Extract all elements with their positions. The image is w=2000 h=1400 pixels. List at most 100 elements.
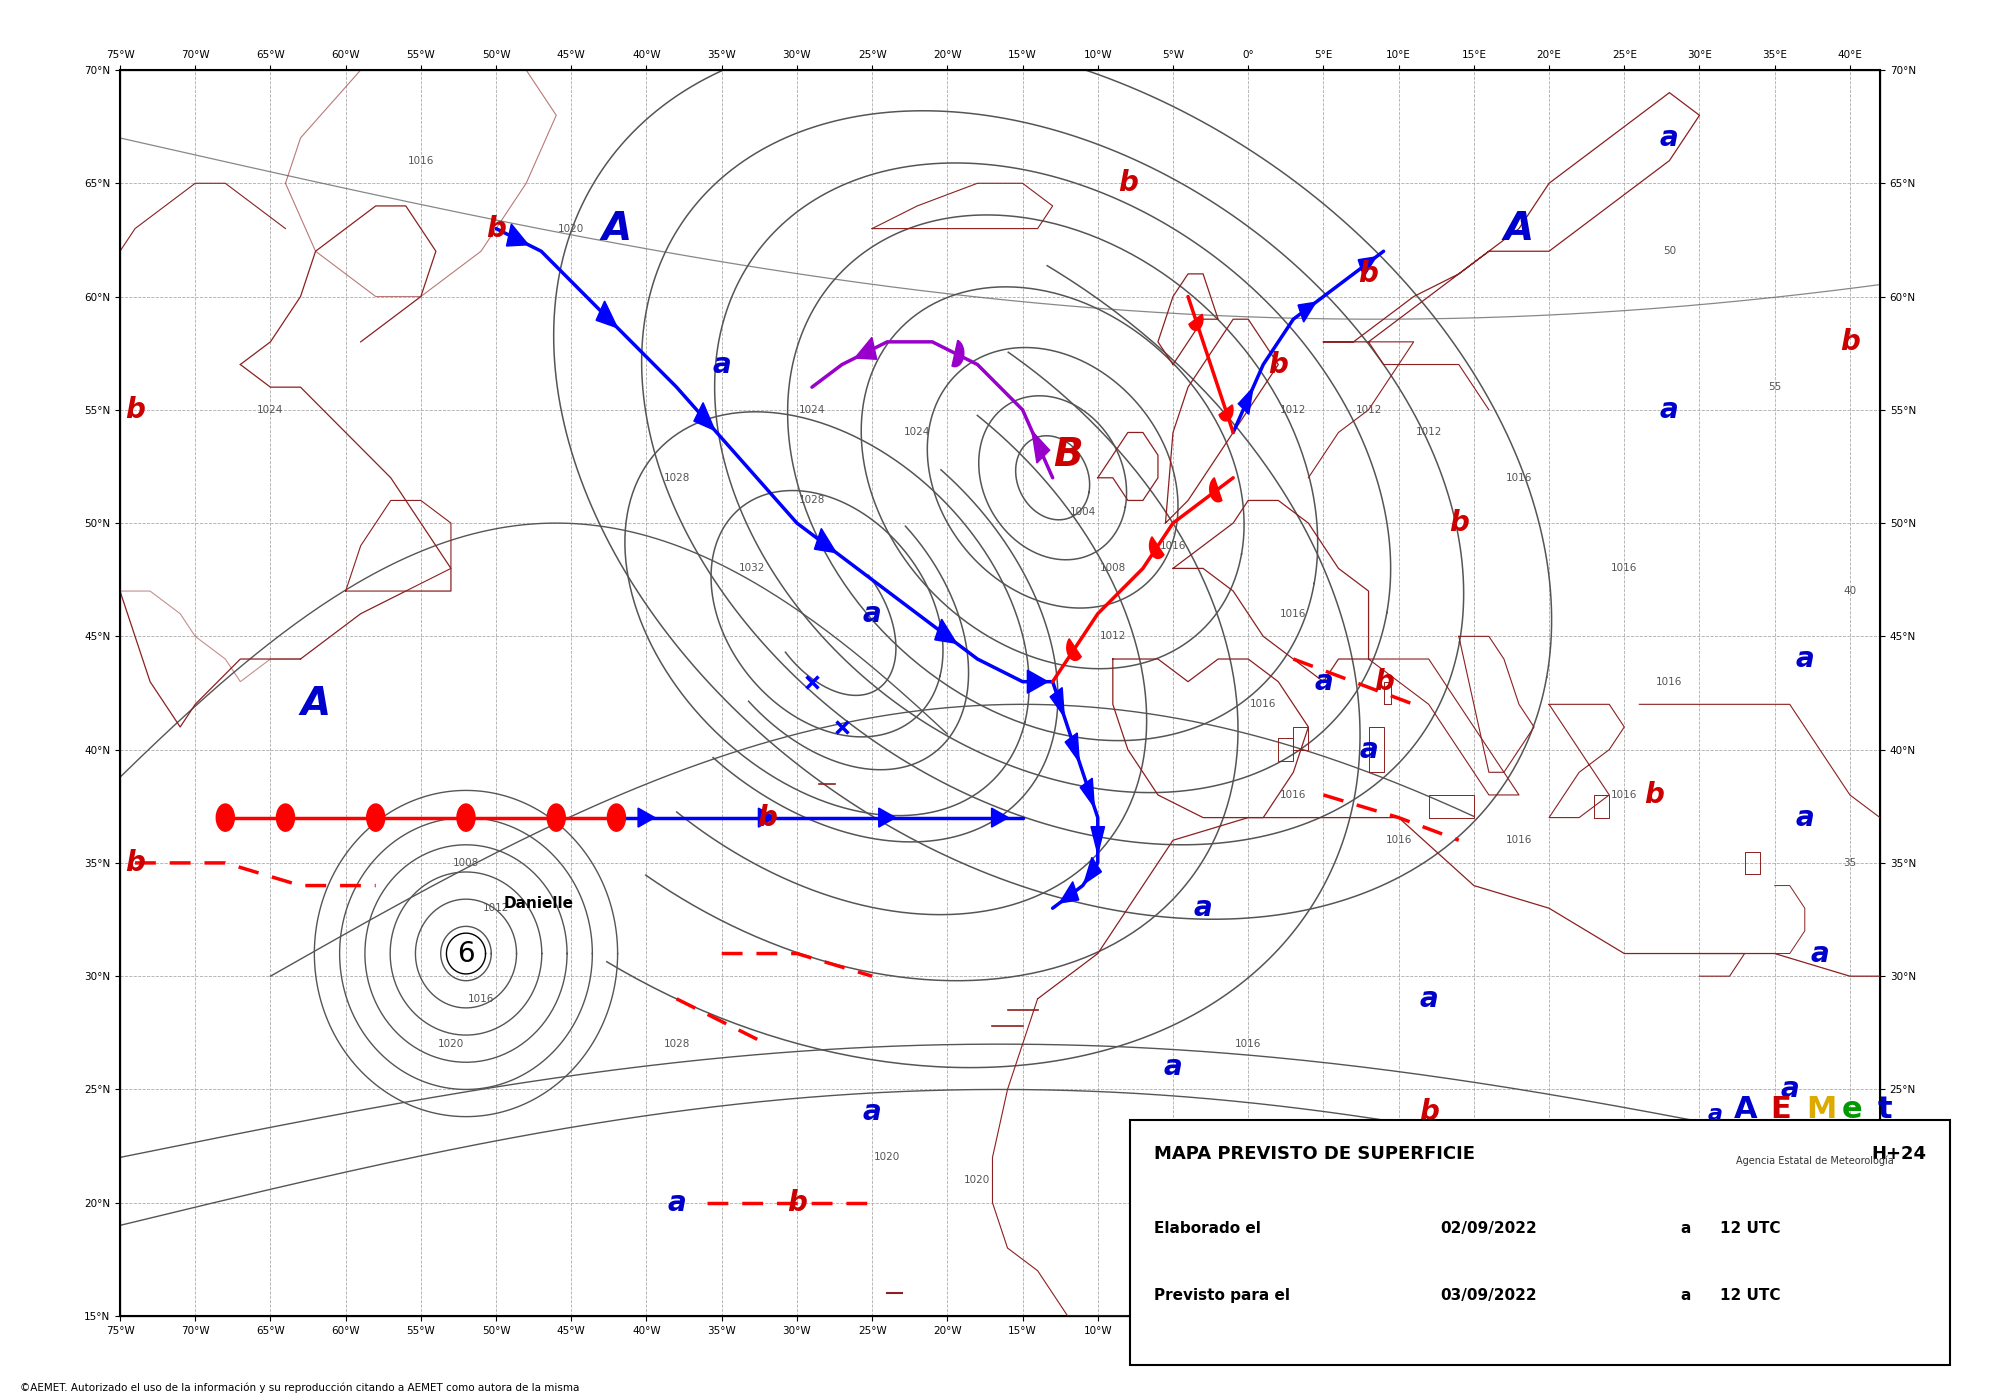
Text: 1016: 1016 — [408, 155, 434, 165]
Text: b: b — [1118, 169, 1138, 197]
Text: 1016: 1016 — [1236, 1039, 1262, 1049]
Text: 1024: 1024 — [904, 427, 930, 437]
Polygon shape — [878, 808, 896, 827]
Circle shape — [456, 804, 476, 832]
Text: b: b — [486, 214, 506, 242]
Text: a: a — [1796, 804, 1814, 832]
Text: 35: 35 — [1844, 858, 1856, 868]
Text: t: t — [1878, 1095, 1892, 1124]
Text: b: b — [1448, 510, 1468, 538]
Text: 1012: 1012 — [1280, 405, 1306, 414]
Text: 1028: 1028 — [664, 1039, 690, 1049]
Polygon shape — [992, 808, 1008, 827]
Polygon shape — [1080, 778, 1094, 808]
Text: H+24: H+24 — [1870, 1145, 1926, 1163]
Text: a: a — [1708, 1105, 1724, 1124]
Circle shape — [216, 804, 234, 832]
Text: MAPA PREVISTO DE SUPERFICIE: MAPA PREVISTO DE SUPERFICIE — [1154, 1145, 1476, 1163]
Text: 1012: 1012 — [1356, 405, 1382, 414]
Text: 50: 50 — [1662, 246, 1676, 256]
Text: a: a — [1810, 939, 1830, 967]
Text: 1028: 1028 — [798, 496, 826, 505]
Polygon shape — [1210, 477, 1222, 501]
Text: a: a — [1660, 125, 1678, 153]
Text: b: b — [1374, 668, 1394, 696]
Text: b: b — [786, 1189, 806, 1217]
Text: A: A — [602, 210, 632, 248]
Text: a: a — [1796, 645, 1814, 673]
Polygon shape — [1188, 314, 1202, 330]
Text: b: b — [1388, 1189, 1408, 1217]
Text: 1016: 1016 — [1280, 609, 1306, 619]
Text: a: a — [1314, 668, 1332, 696]
Text: b: b — [126, 396, 144, 424]
Polygon shape — [1238, 388, 1252, 414]
Circle shape — [548, 804, 566, 832]
Circle shape — [276, 804, 294, 832]
Text: a: a — [862, 1098, 882, 1126]
Text: a: a — [1680, 1221, 1690, 1236]
Polygon shape — [1084, 857, 1102, 883]
Text: a: a — [712, 350, 732, 378]
Text: 1016: 1016 — [1280, 790, 1306, 799]
Polygon shape — [506, 224, 528, 246]
Text: 1016: 1016 — [1386, 836, 1412, 846]
Text: 1020: 1020 — [558, 224, 584, 234]
Text: 12 UTC: 12 UTC — [1720, 1288, 1780, 1303]
Text: A: A — [1504, 210, 1534, 248]
Text: 1032: 1032 — [738, 563, 764, 574]
Polygon shape — [1032, 431, 1050, 463]
Text: b: b — [126, 848, 144, 876]
Text: ©AEMET. Autorizado el uso de la información y su reproducción citando a AEMET co: ©AEMET. Autorizado el uso de la informac… — [20, 1383, 580, 1393]
Polygon shape — [1066, 638, 1082, 661]
Text: Danielle: Danielle — [504, 896, 574, 911]
Text: a: a — [668, 1189, 686, 1217]
Text: b: b — [756, 804, 776, 832]
Text: 1004: 1004 — [1070, 507, 1096, 517]
Text: b: b — [1840, 328, 1860, 356]
Polygon shape — [854, 337, 876, 360]
Text: a: a — [1660, 396, 1678, 424]
Text: 1016: 1016 — [1612, 790, 1638, 799]
Text: 1024: 1024 — [798, 405, 826, 414]
Text: 02/09/2022: 02/09/2022 — [1440, 1221, 1536, 1236]
Polygon shape — [758, 808, 776, 827]
Text: e: e — [1842, 1095, 1862, 1124]
Polygon shape — [1050, 687, 1064, 717]
Text: 1024: 1024 — [258, 405, 284, 414]
Text: b: b — [1268, 350, 1288, 378]
Text: 1008: 1008 — [452, 858, 480, 868]
Text: Agencia Estatal de Meteorología: Agencia Estatal de Meteorología — [1736, 1155, 1894, 1165]
Polygon shape — [1150, 536, 1164, 559]
Text: 1020: 1020 — [438, 1039, 464, 1049]
Text: 1020: 1020 — [964, 1175, 990, 1184]
Text: Previsto para el: Previsto para el — [1154, 1288, 1290, 1303]
Text: 1020: 1020 — [1204, 1130, 1232, 1140]
Text: a: a — [1164, 1053, 1182, 1081]
Polygon shape — [952, 340, 964, 367]
Polygon shape — [1028, 671, 1048, 693]
Text: A: A — [300, 686, 330, 724]
Circle shape — [608, 804, 626, 832]
Text: 1016: 1016 — [1506, 836, 1532, 846]
Text: a: a — [1680, 1288, 1690, 1303]
Text: a: a — [1360, 735, 1378, 763]
Text: E: E — [1770, 1095, 1790, 1124]
Text: 1020: 1020 — [1536, 1198, 1562, 1208]
Text: 1016: 1016 — [1656, 676, 1682, 686]
Text: B: B — [1052, 437, 1082, 475]
Text: 1020: 1020 — [874, 1152, 900, 1162]
Text: M: M — [1806, 1095, 1836, 1124]
Text: a: a — [1420, 984, 1438, 1012]
Text: b: b — [1418, 1098, 1438, 1126]
Text: 1008: 1008 — [1100, 563, 1126, 574]
Text: b: b — [1358, 260, 1378, 288]
Text: a: a — [862, 599, 882, 627]
Text: 1012: 1012 — [482, 903, 510, 913]
Text: 1016: 1016 — [1506, 473, 1532, 483]
Polygon shape — [638, 808, 654, 827]
Polygon shape — [814, 529, 836, 553]
Polygon shape — [1092, 826, 1104, 854]
Text: 12 UTC: 12 UTC — [1720, 1221, 1780, 1236]
Polygon shape — [934, 619, 956, 643]
